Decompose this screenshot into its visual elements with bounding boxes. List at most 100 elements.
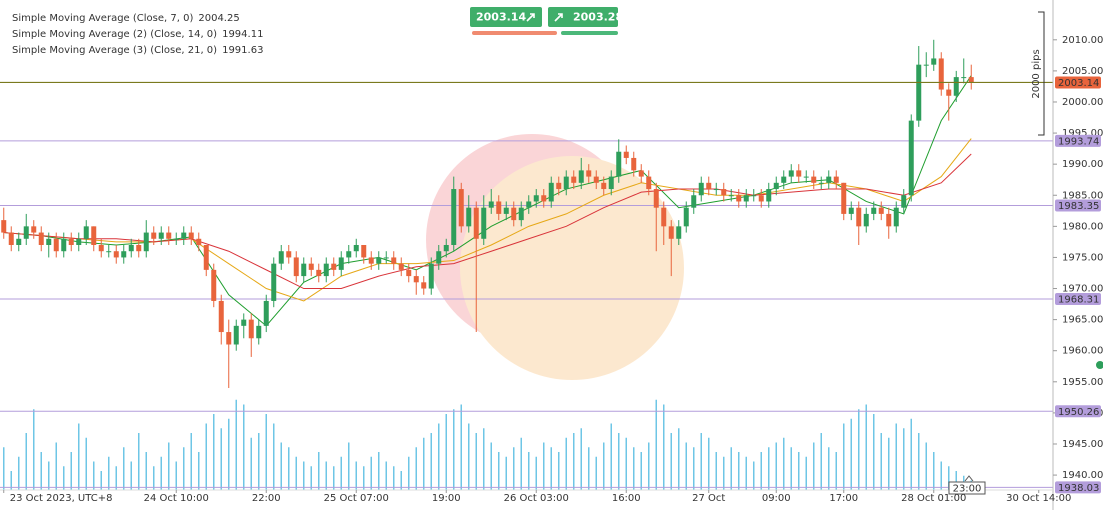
candle-body [863,213,869,227]
sell-bar [472,31,557,35]
candle-body [338,257,344,270]
candle-body [121,251,127,258]
candle-body [811,176,817,183]
volume-bar [730,447,732,490]
candle-body [961,77,967,79]
volume-bar [393,466,395,490]
candle-body [368,257,374,264]
candle-body [661,207,667,227]
candle-body [503,207,509,214]
volume-bar [955,471,957,490]
volume-bar [475,433,477,490]
arrow-icon [554,13,563,22]
volume-bar [385,461,387,490]
candle-body [443,245,449,252]
candle-body [773,182,779,190]
volume-bar [235,399,237,490]
x-tick-label: 19:00 [432,493,461,504]
status-dot [1096,361,1103,369]
time-tag [948,481,986,495]
candle-body [728,195,734,197]
volume-bar [948,466,950,490]
level-tag-label: 1993.74 [1058,136,1099,147]
level-tag-label: 1968.31 [1058,295,1099,306]
candle-body [818,182,824,184]
candle-body [526,201,532,208]
candle-body [743,195,749,202]
y-tick-label: 1975.00 [1062,252,1103,263]
candle-body [136,245,142,252]
volume-bar [708,437,710,490]
volume-bar [940,461,942,490]
candle-body [931,58,937,65]
volume-bar [715,452,717,490]
y-tick-label: 1995.00 [1062,128,1103,139]
ask-price: 2003.28 [573,11,623,24]
candle-body [98,245,104,252]
sell-button[interactable] [470,7,542,27]
volume-bar [903,428,905,490]
candle-body [436,251,442,264]
last-price-label: 2003.14 [1058,78,1099,89]
volume-bar [535,456,537,490]
candle-body [706,182,712,190]
candle-body [563,176,569,190]
volume-bar [685,442,687,490]
candle-body [391,257,397,264]
volume-bar [318,452,320,490]
y-tick-label: 1945.00 [1062,439,1103,450]
candle-body [196,238,202,245]
volume-bar [333,466,335,490]
candle-body [8,232,14,245]
volume-bar [85,437,87,490]
peach-circle [460,156,684,380]
candle-body [61,238,67,252]
level-tag [1055,293,1101,306]
volume-bar [438,423,440,490]
volume-bar [183,447,185,490]
volume-bar [25,433,27,490]
volume-bar [325,461,327,490]
volume-bar [295,456,297,490]
candle-body [271,263,277,301]
volume-bar [10,471,12,490]
volume-bar [835,452,837,490]
candle-body [488,201,494,208]
candle-body [256,325,262,339]
candle-body [38,232,44,245]
volume-bar [760,452,762,490]
volume-bar [910,418,912,490]
volume-bar [78,423,80,490]
candle-body [211,269,217,301]
volume-bar [595,456,597,490]
bid-price: 2003.14 [476,11,526,24]
volume-bar [310,466,312,490]
candle-body [466,207,472,227]
volume-bar [888,437,890,490]
candle-body [293,257,299,277]
volume-bar [123,447,125,490]
candle-body [676,226,682,239]
volume-bar [228,418,230,490]
candle-body [668,226,674,239]
candle-body [23,226,29,239]
y-tick-label: 2010.00 [1062,35,1103,46]
volume-bar [513,447,515,490]
volume-bar [700,433,702,490]
candle-body [571,176,577,183]
candle-body [308,263,314,270]
volume-bar [633,447,635,490]
x-tick-label: 09:00 [762,493,791,504]
candle-body [481,207,487,239]
buy-button[interactable] [548,7,618,27]
volume-bar [430,433,432,490]
level-tag-label: 1950.26 [1058,407,1099,418]
volume-bar [378,452,380,490]
y-tick-label: 1990.00 [1062,159,1103,170]
level-tag-label: 1938.03 [1058,483,1099,494]
plot [0,39,1053,490]
candle-body [181,232,187,239]
legend-value: 1994.11 [222,29,263,40]
x-tick-label: 28 Oct 01:00 [901,493,966,504]
legend-value: 1991.63 [222,45,263,56]
